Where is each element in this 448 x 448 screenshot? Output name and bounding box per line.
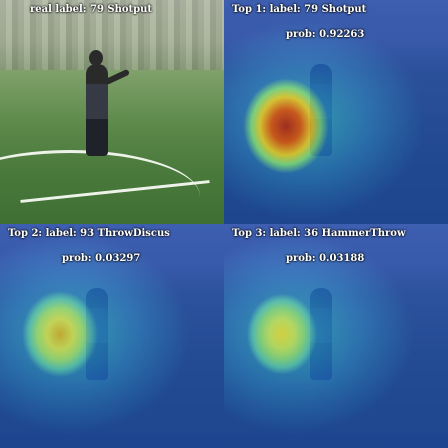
cam-heatmap	[0, 224, 224, 448]
panel-top-1: Top 1: label: 79 Shotput prob: 0.92263	[224, 0, 448, 224]
panel-real-image: real label: 79 Shotput	[0, 0, 224, 224]
cam-heatmap	[224, 0, 448, 224]
panel-title: Top 1: label: 79 Shotput	[232, 4, 367, 15]
stadium-stands	[0, 0, 224, 70]
athlete-figure	[86, 64, 108, 156]
panel-title: real label: 79 Shotput	[30, 4, 153, 15]
panel-probability: prob: 0.92263	[286, 29, 365, 40]
panel-top-2: Top 2: label: 93 ThrowDiscus prob: 0.032…	[0, 224, 224, 448]
panel-probability: prob: 0.03188	[286, 253, 365, 264]
cam-heatmap	[224, 224, 448, 448]
athlete-head	[89, 50, 103, 66]
panel-probability: prob: 0.03297	[62, 253, 141, 264]
photo-scene	[0, 0, 224, 224]
panel-title: Top 3: label: 36 HammerThrow	[232, 228, 406, 239]
panel-top-3: Top 3: label: 36 HammerThrow prob: 0.031…	[224, 224, 448, 448]
panel-title: Top 2: label: 93 ThrowDiscus	[8, 228, 170, 239]
